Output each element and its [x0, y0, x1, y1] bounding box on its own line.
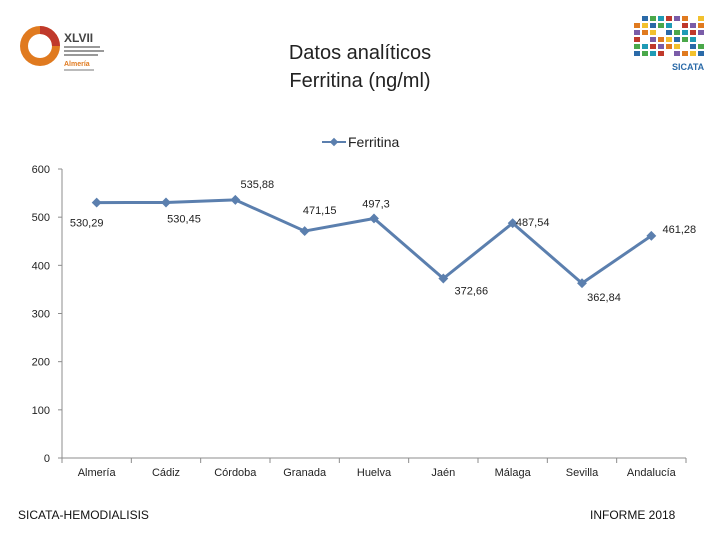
logo-mosaic-tile [634, 51, 640, 56]
data-label: 535,88 [241, 179, 275, 191]
logo-mosaic-tile [674, 44, 680, 49]
logo-mosaic-tile [682, 16, 688, 21]
data-point [161, 197, 171, 208]
data-label: 372,66 [455, 286, 489, 298]
chart-legend: Ferritina [322, 132, 399, 152]
y-tick-label: 100 [32, 405, 50, 417]
logo-mosaic-tile [674, 16, 680, 21]
logo-mosaic-tile [690, 37, 696, 42]
footer-left: SICATA-HEMODIALISIS [18, 508, 149, 522]
data-point [438, 273, 449, 284]
logo-mosaic-tile [666, 30, 672, 35]
logo-mosaic-tile [666, 37, 672, 42]
logo-mosaic-tile [698, 51, 704, 56]
logo-mosaic-tile [698, 16, 704, 21]
logo-mosaic-tile [658, 37, 664, 42]
legend-marker-icon [322, 137, 346, 147]
logo-mosaic-tile [666, 23, 672, 28]
data-point [91, 197, 102, 208]
data-point [577, 278, 587, 289]
chart-title-line2: Ferritina (ng/ml) [289, 70, 431, 92]
logo-mosaic-tile [682, 51, 688, 56]
logo-mosaic-tile [674, 37, 680, 42]
data-point [646, 230, 657, 241]
y-tick-label: 200 [32, 357, 50, 369]
x-tick-label: Huelva [357, 467, 392, 479]
footer-right: INFORME 2018 [590, 508, 676, 522]
data-point [230, 194, 241, 205]
logo-mosaic-tile [682, 23, 688, 28]
data-label: 487,54 [516, 217, 550, 229]
series-line-ferritina [96, 198, 653, 285]
logo-mosaic-tile [690, 44, 696, 49]
logo-mosaic-tile [658, 23, 664, 28]
logo-mosaic-tile [634, 30, 640, 35]
logo-mosaic-tile [650, 23, 656, 28]
y-tick-label: 500 [32, 212, 50, 224]
x-tick-label: Almería [78, 467, 117, 479]
logo-mosaic-tile [642, 44, 648, 49]
logo-mosaic-tile [698, 44, 704, 49]
sicata-logo-text: SICATA [672, 62, 705, 72]
logo-mosaic-tile [642, 30, 648, 35]
logo-mosaic-tile [642, 16, 648, 21]
logo-mosaic-tile [690, 23, 696, 28]
y-tick-label: 300 [32, 309, 50, 321]
data-label: 461,28 [663, 224, 697, 236]
data-label: 362,84 [587, 292, 621, 304]
chart-title-line1: Datos analíticos [288, 42, 432, 64]
logo-mosaic-tile [634, 23, 640, 28]
logo-mosaic-tile [634, 44, 640, 49]
logo-mosaic-tile [690, 30, 696, 35]
congress-logo-roman: XLVII [64, 31, 93, 45]
data-label: 530,29 [70, 218, 104, 230]
logo-mosaic-tile [650, 30, 656, 35]
logo-mosaic-tile [698, 30, 704, 35]
logo-mosaic-tile [682, 37, 688, 42]
logo-mosaic-tile [658, 44, 664, 49]
y-tick-label: 400 [32, 260, 50, 272]
x-tick-label: Granada [283, 467, 327, 479]
sicata-logo: SICATA [634, 16, 705, 72]
x-tick-label: Sevilla [566, 467, 599, 479]
logo-mosaic-tile [642, 23, 648, 28]
legend-label: Ferritina [348, 134, 400, 150]
x-tick-label: Córdoba [214, 467, 257, 479]
logo-mosaic-tile [682, 30, 688, 35]
logo-mosaic-tile [650, 37, 656, 42]
logo-mosaic-tile [634, 37, 640, 42]
congress-logo: XLVII Almería [20, 26, 104, 71]
x-tick-label: Jaén [431, 467, 455, 479]
logo-mosaic-tile [650, 44, 656, 49]
congress-logo-city: Almería [64, 61, 90, 68]
logo-mosaic-tile [698, 23, 704, 28]
data-label: 471,15 [303, 205, 337, 217]
y-tick-label: 600 [32, 164, 50, 176]
y-tick-label: 0 [44, 453, 50, 465]
data-label: 530,45 [167, 213, 201, 225]
logo-mosaic-tile [642, 51, 648, 56]
logo-mosaic-tile [690, 51, 696, 56]
logo-mosaic-tile [650, 16, 656, 21]
data-point [299, 226, 310, 237]
logo-mosaic-tile [658, 51, 664, 56]
data-point [369, 213, 379, 224]
logo-mosaic-tile [666, 16, 672, 21]
x-tick-label: Málaga [495, 467, 532, 479]
logo-mosaic-tile [650, 51, 656, 56]
logo-mosaic-tile [658, 16, 664, 21]
data-label: 497,3 [362, 198, 390, 210]
logo-mosaic-tile [674, 51, 680, 56]
x-tick-label: Andalucía [627, 467, 677, 479]
logo-mosaic-tile [674, 30, 680, 35]
logo-mosaic-tile [666, 44, 672, 49]
x-tick-label: Cádiz [152, 467, 180, 479]
